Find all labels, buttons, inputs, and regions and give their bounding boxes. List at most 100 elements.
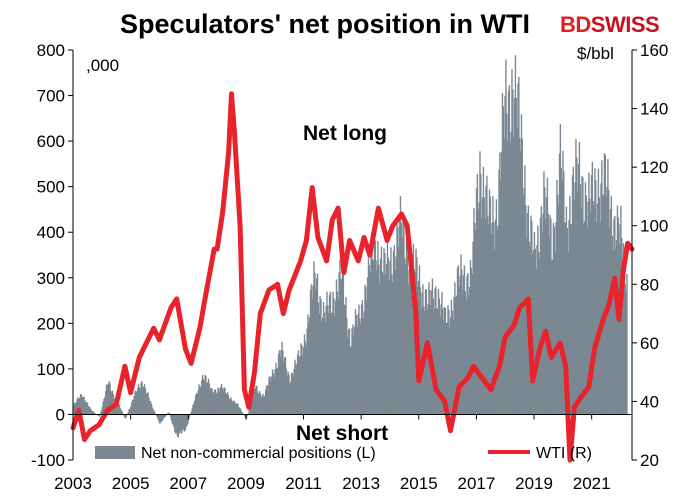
bar: [315, 278, 318, 415]
bar: [184, 414, 186, 431]
bar: [219, 391, 221, 415]
bar: [334, 316, 336, 415]
bar: [270, 380, 272, 415]
bar: [512, 89, 514, 415]
bar: [88, 407, 90, 415]
bar: [601, 160, 603, 415]
bar: [164, 414, 167, 417]
bar: [436, 308, 439, 415]
bar: [265, 385, 268, 415]
bar: [162, 414, 165, 419]
bar: [283, 361, 285, 415]
bar: [500, 151, 503, 415]
bar: [583, 221, 586, 415]
bar: [308, 317, 311, 415]
bar: [277, 353, 280, 415]
bar: [366, 299, 368, 415]
bar: [258, 390, 261, 415]
bar: [598, 197, 600, 415]
bar: [368, 265, 371, 415]
bar: [517, 83, 519, 415]
bar: [393, 245, 396, 415]
bar: [178, 414, 180, 434]
bar: [175, 414, 177, 434]
legend-item-line: WTI (R): [488, 445, 592, 463]
bar: [478, 202, 480, 415]
bar: [310, 284, 313, 415]
x-tick-label: 2021: [573, 474, 611, 493]
bar: [448, 309, 450, 415]
bar: [213, 393, 215, 415]
bar: [600, 183, 602, 415]
bar: [555, 222, 557, 415]
bar: [557, 205, 560, 415]
bar: [519, 137, 521, 415]
bar: [304, 341, 307, 415]
bar: [221, 388, 224, 415]
bar: [352, 324, 354, 415]
bar: [344, 304, 346, 415]
bar: [407, 284, 409, 415]
bar: [321, 317, 324, 415]
bar: [197, 390, 199, 415]
bar: [364, 284, 366, 415]
bar: [438, 298, 441, 415]
bar: [376, 260, 378, 415]
bar: [251, 400, 253, 415]
bar: [589, 212, 592, 415]
bar: [332, 291, 334, 415]
bar: [120, 409, 122, 415]
bar: [195, 393, 198, 415]
bar: [543, 171, 545, 415]
bar: [116, 401, 118, 415]
bar: [471, 274, 473, 415]
bar: [378, 264, 380, 415]
bar: [362, 318, 364, 415]
left-tick-label: 700: [37, 87, 65, 106]
bar: [460, 254, 462, 415]
bar: [185, 414, 187, 428]
bar: [483, 197, 486, 415]
x-tick-label: 2011: [285, 474, 322, 493]
bar: [135, 391, 137, 415]
bar: [127, 412, 129, 415]
bar: [247, 412, 250, 415]
bar: [535, 269, 537, 415]
bar: [276, 368, 278, 415]
bar: [533, 231, 536, 415]
bar: [200, 387, 202, 415]
brand-logo-part2: SWISS: [590, 12, 660, 37]
bar: [268, 377, 270, 415]
bar: [608, 228, 611, 415]
bar: [292, 376, 294, 415]
bar: [316, 273, 319, 415]
left-tick-label: 300: [37, 269, 65, 288]
bar: [353, 335, 355, 415]
bar: [167, 413, 169, 415]
bar: [293, 368, 295, 415]
bar: [297, 350, 300, 415]
left-tick-label: -100: [31, 451, 65, 470]
bar: [602, 197, 605, 415]
bar: [83, 396, 85, 415]
bar: [98, 414, 100, 417]
bar: [585, 195, 588, 415]
bar: [442, 319, 445, 415]
bar: [205, 376, 207, 415]
bar: [285, 368, 288, 415]
bar: [133, 396, 135, 415]
bar: [104, 397, 106, 415]
bar: [403, 217, 405, 415]
bar: [206, 382, 209, 415]
bar: [318, 313, 320, 415]
bar: [461, 290, 464, 415]
bar: [264, 389, 267, 415]
bar: [521, 138, 524, 415]
bar: [542, 213, 544, 415]
bar: [226, 392, 229, 415]
bar: [554, 251, 556, 415]
bar: [320, 298, 322, 415]
bar: [400, 222, 403, 415]
bar: [595, 180, 597, 415]
bar: [547, 213, 549, 415]
